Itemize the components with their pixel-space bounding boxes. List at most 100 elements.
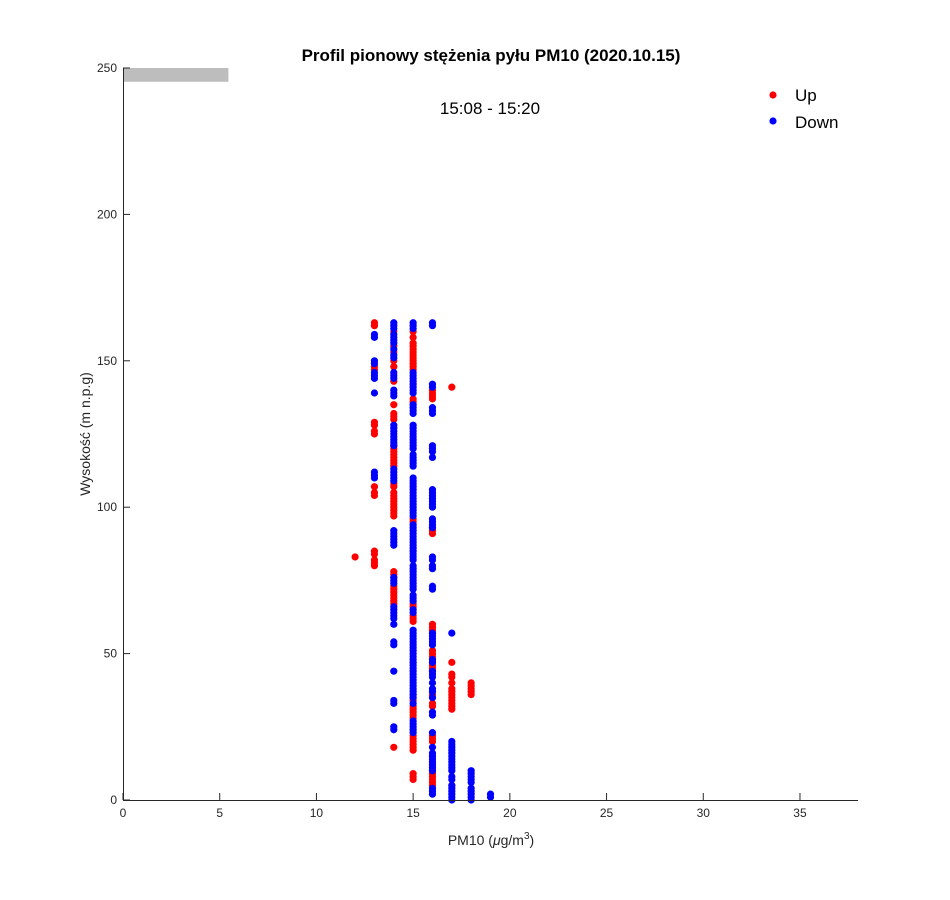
data-point-up [428,395,437,403]
data-point-down [448,767,456,775]
data-point-up [390,401,398,409]
data-point-down [390,579,398,587]
data-point-down [448,775,456,784]
x-tick-label: 25 [600,806,614,820]
x-tick-label: 10 [310,806,324,820]
y-tick-label: 250 [97,61,117,75]
data-point-up [409,775,417,784]
data-point-down [409,409,417,418]
x-axis-label: PM10 (μg/m3) [448,831,534,848]
data-point-down [428,565,437,573]
data-point-down [428,673,437,681]
data-point-down [428,556,437,564]
data-point-down [390,541,398,549]
x-tick-label: 0 [120,806,127,820]
data-point-down [390,614,398,623]
series-down [370,319,495,804]
data-point-down [390,667,398,675]
y-tick-label: 0 [110,793,117,807]
data-point-down [390,339,398,347]
legend-marker-up [769,91,777,99]
data-point-down [486,793,495,801]
data-point-down [390,442,398,450]
data-point-down [390,620,398,628]
data-point-down [428,453,437,462]
data-point-down [390,477,398,485]
data-point-up [448,383,456,391]
data-point-down [428,524,437,532]
x-tick-label: 20 [503,806,517,820]
data-point-down [409,445,417,453]
data-point-up [448,705,456,713]
data-point-down [409,556,417,564]
data-point-up [448,679,456,687]
data-point-down [409,462,417,470]
data-point-up [370,491,379,500]
data-point-down [448,629,456,637]
data-point-up [351,553,359,561]
data-point-up [370,550,379,558]
data-point-down [428,693,437,702]
data-point-down [370,333,379,341]
data-point-down [409,585,417,593]
legend-label-up: Up [795,86,817,105]
data-point-down [428,679,437,687]
data-point-down [428,383,437,391]
data-point-down [390,354,398,362]
data-point-down [428,688,437,696]
data-point-down [370,360,379,368]
data-points [351,319,495,804]
data-point-down [428,322,437,330]
data-point-down [428,729,437,737]
data-point-down [428,585,437,593]
data-point-down [409,693,417,702]
data-point-down [370,374,379,382]
legend-item-up: Up [769,86,817,105]
data-point-down [390,726,398,734]
data-point-up [370,562,379,570]
data-point-down [409,324,417,333]
data-point-up [428,702,437,710]
data-point-up [370,430,379,438]
legend-marker-down [769,117,777,125]
data-point-up [390,512,398,520]
data-point-down [409,512,417,520]
data-point-up [428,529,437,538]
data-point-down [390,324,398,333]
data-point-down [428,409,437,418]
data-point-up [390,363,398,371]
data-point-up [409,746,417,754]
data-point-down [409,389,417,397]
data-point-down [428,503,437,511]
data-point-up [370,483,379,491]
data-point-down [390,641,398,649]
data-point-down [428,743,437,751]
data-point-down [370,389,379,397]
data-point-up [390,415,398,423]
data-point-up [448,658,456,666]
data-point-down [428,641,437,649]
y-ticks: 0 50 100 150 200 250 [97,61,130,807]
y-tick-label: 100 [97,500,117,514]
data-point-down [409,729,417,737]
chart-title: Profil pionowy stężenia pyłu PM10 (2020.… [302,46,681,65]
data-point-up [390,743,398,751]
data-point-up [409,333,417,341]
y-tick-label: 50 [104,647,118,661]
y-axis-label: Wysokość (m n.p.g) [77,372,93,496]
data-point-up [390,483,398,491]
data-point-up [370,421,379,429]
data-point-down [390,345,398,353]
data-point-down [409,597,417,605]
chart-subtitle: 15:08 - 15:20 [440,99,540,118]
legend-item-down: Down [769,113,838,132]
x-tick-label: 15 [406,806,420,820]
x-tick-label: 35 [793,806,807,820]
data-point-up [467,690,475,699]
data-point-down [390,392,398,400]
legend: Up Down [769,86,838,132]
data-point-down [390,374,398,382]
data-point-down [370,474,379,482]
data-point-down [409,699,417,707]
legend-label-down: Down [795,113,838,132]
